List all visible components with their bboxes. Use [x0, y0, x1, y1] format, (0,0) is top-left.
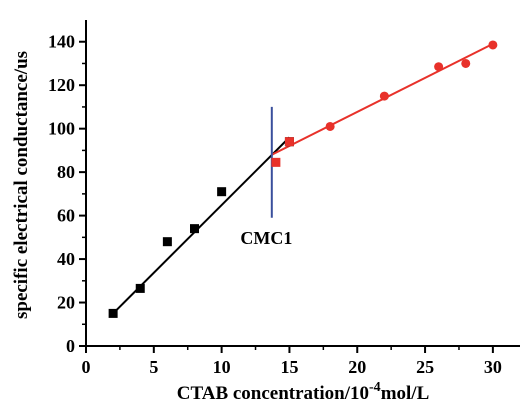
axes: 0 5 10 15 20 25 30 0 20 40 60 80 100 120 140	[48, 20, 520, 377]
data-point-circle	[461, 58, 471, 68]
data-point-circle	[434, 62, 444, 72]
y-axis-title: specific electrical conductance/us	[11, 51, 32, 319]
x-axis-title-units: mol/L	[381, 383, 430, 404]
fit-lines	[112, 43, 494, 315]
y-tick-label: 20	[57, 293, 75, 313]
data-point-square	[284, 137, 294, 147]
y-tick-label: 120	[48, 75, 75, 95]
data-point-circle	[325, 121, 335, 131]
data-point-square	[162, 237, 172, 247]
y-tick-label: 140	[48, 32, 75, 52]
x-axis-title: CTAB concentration/10-4mol/L	[177, 380, 430, 404]
data-point-circle	[488, 40, 498, 50]
data-point-square	[190, 224, 199, 234]
data-point-square	[135, 283, 145, 293]
x-tick-label: 5	[149, 357, 158, 377]
y-tick-label: 0	[66, 336, 75, 356]
x-tick-label: 0	[82, 357, 91, 377]
y-tick-label: 40	[57, 249, 75, 269]
x-tick-label: 25	[416, 357, 434, 377]
data-points	[108, 40, 498, 318]
x-tick-label: 30	[484, 357, 502, 377]
x-tick-label: 20	[348, 357, 366, 377]
data-point-circle	[379, 91, 389, 101]
x-axis-title-main: CTAB concentration/10	[177, 383, 369, 404]
data-point-square	[108, 308, 118, 318]
x-tick-label: 10	[213, 357, 231, 377]
cmc1-annotation: CMC1	[240, 228, 292, 248]
data-point-square	[271, 157, 281, 167]
y-tick-label: 100	[48, 119, 75, 139]
x-tick-label: 15	[280, 357, 298, 377]
y-tick-label: 80	[57, 162, 75, 182]
data-point-square	[217, 187, 227, 197]
y-tick-label: 60	[57, 206, 75, 226]
x-axis-title-superscript: -4	[369, 380, 381, 395]
